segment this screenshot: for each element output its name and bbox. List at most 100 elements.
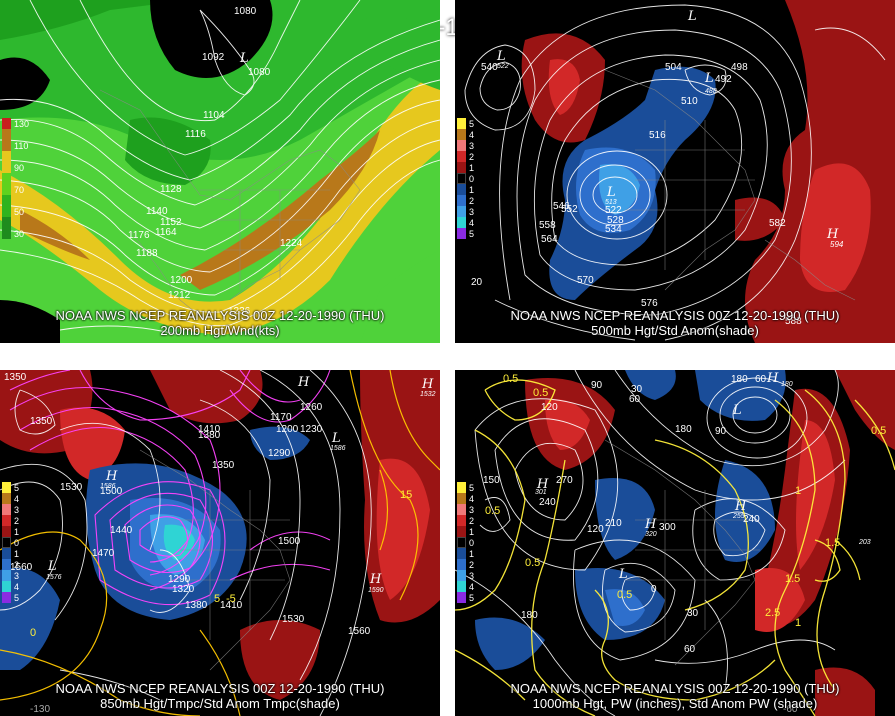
svg-text:L: L: [606, 185, 616, 200]
panel-850mb: 1350 1350 1380 1410 1530 1500 1440 1470 …: [0, 370, 440, 716]
svg-text:1560: 1560: [348, 626, 371, 637]
svg-text:522: 522: [497, 63, 509, 70]
svg-text:180: 180: [781, 381, 793, 388]
svg-text:1152: 1152: [160, 217, 182, 228]
svg-text:300: 300: [659, 522, 676, 533]
svg-text:20: 20: [471, 277, 483, 288]
svg-text:588: 588: [785, 316, 802, 327]
svg-text:528: 528: [607, 215, 624, 226]
svg-text:1104: 1104: [203, 110, 225, 121]
svg-text:1500: 1500: [278, 536, 301, 547]
svg-text:203: 203: [858, 539, 871, 546]
svg-text:1532: 1532: [420, 391, 436, 398]
svg-text:0: 0: [651, 584, 657, 595]
svg-text:1350: 1350: [30, 416, 53, 427]
svg-text:H: H: [766, 371, 779, 386]
svg-text:1470: 1470: [92, 548, 115, 559]
svg-text:H: H: [826, 227, 839, 242]
svg-text:498: 498: [731, 62, 748, 73]
svg-text:576: 576: [641, 298, 658, 309]
svg-text:1.5: 1.5: [785, 573, 800, 585]
svg-text:1410: 1410: [198, 424, 221, 435]
svg-text:H: H: [421, 377, 434, 392]
svg-text:1380: 1380: [185, 600, 208, 611]
svg-text:1440: 1440: [110, 525, 133, 536]
svg-text:1230: 1230: [300, 424, 323, 435]
svg-text:60: 60: [684, 644, 696, 655]
svg-text:1080: 1080: [234, 6, 257, 17]
svg-text:1560: 1560: [10, 562, 33, 573]
svg-text:1290: 1290: [268, 448, 291, 459]
map-500mb: 540 504 498 492 510 516 522 528 534 546 …: [455, 0, 895, 343]
svg-text:516: 516: [649, 130, 666, 141]
svg-text:1140: 1140: [146, 206, 168, 217]
svg-text:210: 210: [605, 518, 622, 529]
caption-500mb-line1: NOAA NWS NCEP REANALYSIS 00Z 12-20-1990 …: [510, 308, 840, 323]
svg-text:150: 150: [483, 475, 500, 486]
svg-text:1350: 1350: [212, 460, 235, 471]
svg-text:L: L: [704, 71, 714, 86]
svg-text:1176: 1176: [128, 230, 150, 241]
svg-text:1380: 1380: [198, 430, 221, 441]
svg-text:546: 546: [553, 201, 570, 212]
caption-500mb-line2: 500mb Hgt/Std Anom(shade): [591, 323, 759, 338]
map-200mb: 1080 1092 1080 1104 1116 1128 1140 1152 …: [0, 0, 440, 343]
legend-1000mb: 5 4 3 2 1 0 1 2 3 4 5: [457, 482, 485, 603]
svg-text:552: 552: [561, 204, 578, 215]
svg-text:2.5: 2.5: [765, 607, 780, 619]
svg-text:1212: 1212: [168, 290, 191, 301]
svg-text:320: 320: [645, 531, 657, 538]
map-1000mb: 90 30 60 120 180 60 150 270 240 210 120 …: [455, 370, 895, 716]
svg-text:1236: 1236: [228, 306, 251, 317]
svg-text:120: 120: [587, 524, 604, 535]
caption-850mb-line2: 850mb Hgt/Tmpc/Std Anom Tmpc(shade): [100, 696, 340, 711]
panel-200mb: 1080 1092 1080 1104 1116 1128 1140 1152 …: [0, 0, 440, 343]
svg-text:L: L: [618, 567, 628, 582]
svg-text:0.5: 0.5: [525, 557, 540, 569]
caption-200mb-line2: 200mb Hgt/Wnd(kts): [160, 323, 280, 338]
svg-text:1224: 1224: [280, 238, 303, 249]
svg-text:H: H: [369, 572, 382, 587]
legend-500mb: 5 4 3 2 1 0 1 2 3 4 5: [457, 118, 485, 239]
svg-text:-60: -60: [783, 704, 798, 715]
svg-text:0.5: 0.5: [617, 589, 632, 601]
svg-text:570: 570: [577, 275, 594, 286]
svg-text:0.5: 0.5: [503, 373, 518, 385]
svg-text:60: 60: [755, 374, 767, 385]
svg-text:1260: 1260: [300, 402, 323, 413]
svg-text:5: 5: [214, 593, 220, 605]
panel-1000mb: 90 30 60 120 180 60 150 270 240 210 120 …: [455, 370, 895, 716]
svg-text:-130: -130: [30, 704, 50, 715]
svg-text:1200: 1200: [170, 275, 193, 286]
svg-text:H: H: [536, 477, 549, 492]
legend-200mb: 130 110 90 70 50 30: [2, 118, 30, 239]
svg-text:1: 1: [795, 485, 801, 497]
svg-text:0.5: 0.5: [871, 425, 886, 437]
svg-text:1.5: 1.5: [825, 537, 840, 549]
svg-text:1200: 1200: [276, 424, 299, 435]
svg-text:1: 1: [795, 617, 801, 629]
panel-500mb: 540 504 498 492 510 516 522 528 534 546 …: [455, 0, 895, 343]
svg-text:1128: 1128: [160, 184, 182, 195]
svg-text:1410: 1410: [220, 600, 243, 611]
svg-text:270: 270: [556, 475, 573, 486]
caption-1000mb-line2: 1000mb Hgt, PW (inches), Std Anom PW (sh…: [532, 696, 818, 711]
svg-text:1590: 1590: [368, 587, 384, 594]
svg-text:240: 240: [743, 514, 760, 525]
svg-text:534: 534: [605, 224, 622, 235]
caption-200mb-line1: NOAA NWS NCEP REANALYSIS 00Z 12-20-1990 …: [55, 308, 385, 323]
svg-text:120: 120: [541, 402, 558, 413]
svg-text:1586: 1586: [330, 445, 346, 452]
svg-text:H: H: [297, 375, 310, 390]
svg-text:558: 558: [539, 220, 556, 231]
svg-text:0.5: 0.5: [533, 387, 548, 399]
svg-text:180: 180: [675, 424, 692, 435]
svg-text:1530: 1530: [282, 614, 305, 625]
svg-text:564: 564: [541, 234, 558, 245]
caption-850mb-line1: NOAA NWS NCEP REANALYSIS 00Z 12-20-1990 …: [55, 681, 385, 696]
svg-text:1116: 1116: [185, 129, 206, 140]
svg-text:0.5: 0.5: [485, 505, 500, 517]
svg-text:60: 60: [629, 394, 641, 405]
svg-text:15: 15: [400, 489, 412, 501]
svg-text:1530: 1530: [60, 482, 83, 493]
